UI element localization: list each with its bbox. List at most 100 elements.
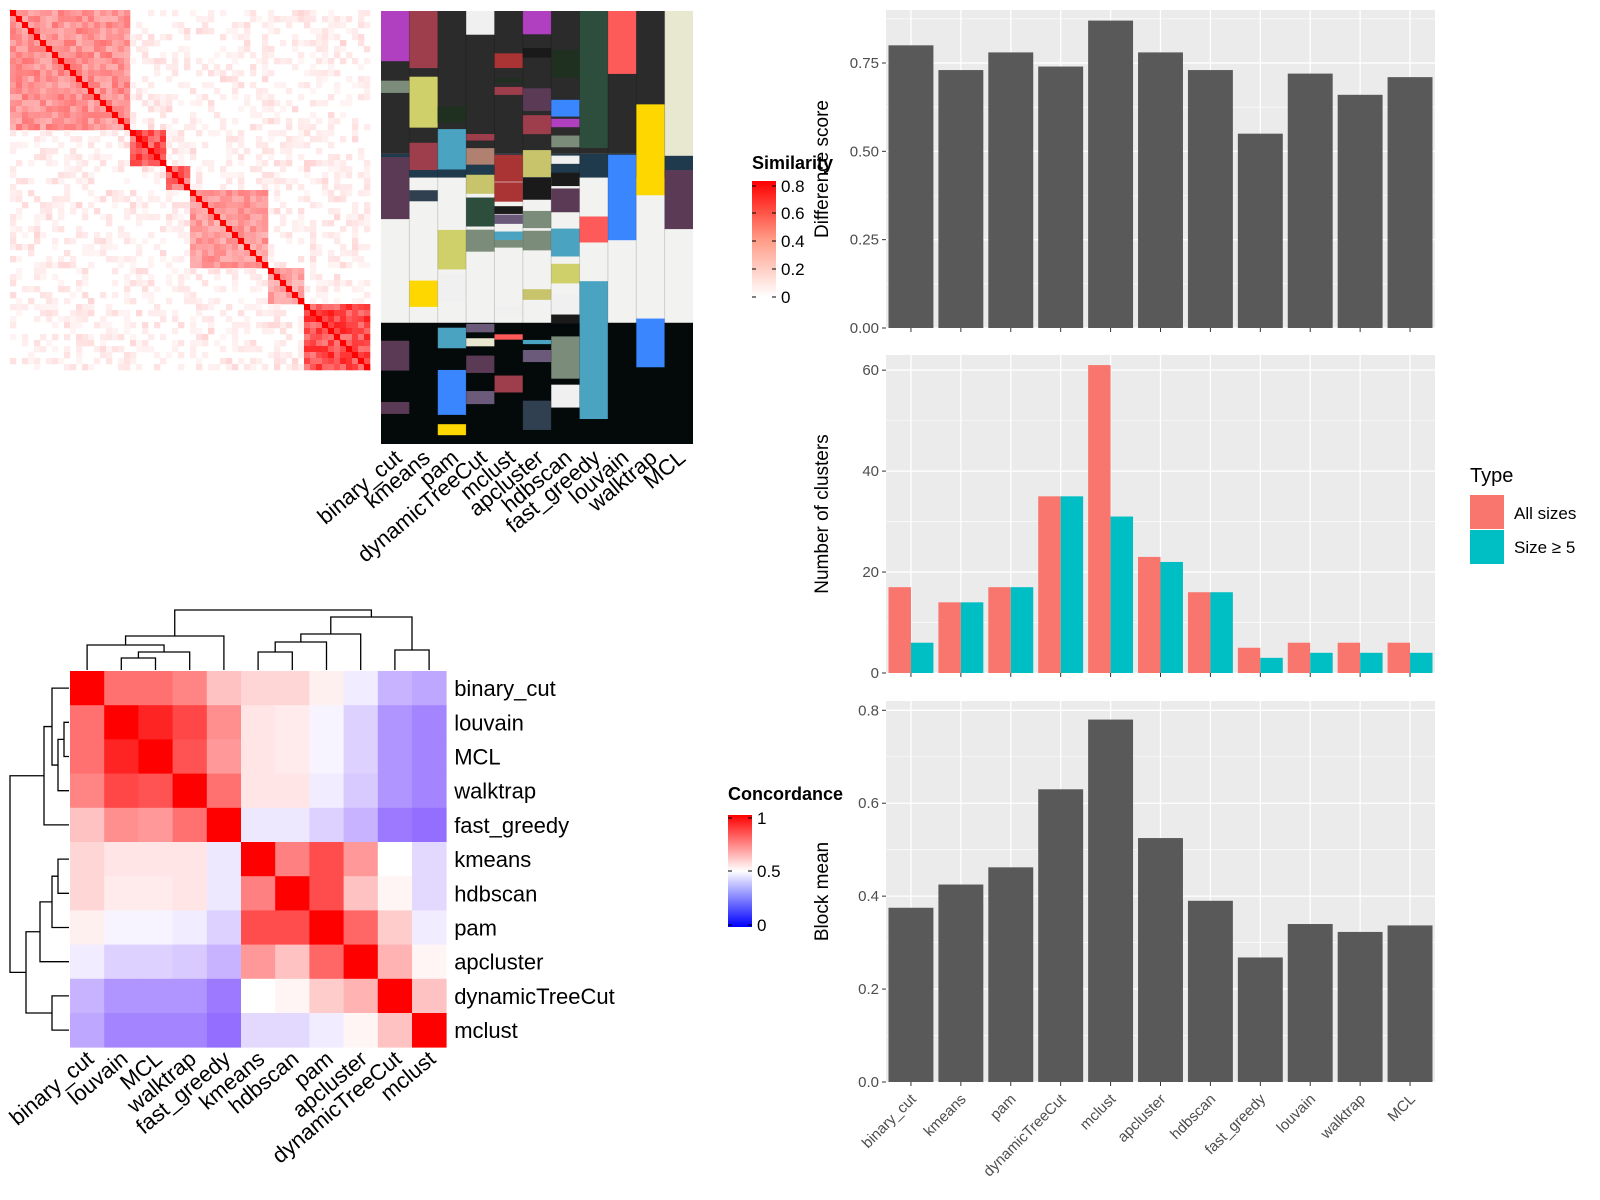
cluster-segment bbox=[551, 99, 580, 117]
similarity-cell bbox=[70, 118, 77, 125]
concordance-cell bbox=[70, 978, 105, 1014]
similarity-cell bbox=[58, 112, 65, 119]
cluster-segment bbox=[522, 230, 552, 251]
similarity-cell bbox=[346, 316, 353, 323]
similarity-cell bbox=[346, 328, 353, 335]
similarity-cell bbox=[280, 292, 287, 299]
similarity-cell bbox=[328, 34, 335, 41]
similarity-cell bbox=[118, 22, 125, 29]
similarity-cell bbox=[226, 130, 233, 137]
bar-size5-walktrap bbox=[1360, 652, 1383, 673]
similarity-cell bbox=[88, 46, 95, 53]
similarity-cell bbox=[16, 70, 23, 77]
similarity-cell bbox=[352, 316, 359, 323]
similarity-cell bbox=[16, 118, 23, 125]
similarity-cell bbox=[196, 226, 203, 233]
similarity-cell bbox=[106, 40, 113, 47]
similarity-cell bbox=[88, 172, 95, 179]
similarity-cell bbox=[232, 364, 239, 371]
bar-pam bbox=[988, 867, 1034, 1082]
similarity-cell bbox=[28, 94, 35, 101]
similarity-cell bbox=[154, 94, 161, 101]
similarity-cell bbox=[88, 298, 95, 305]
similarity-cell bbox=[202, 220, 209, 227]
similarity-cell bbox=[148, 58, 155, 65]
similarity-cell bbox=[274, 184, 281, 191]
similarity-cell bbox=[136, 310, 143, 317]
similarity-cell bbox=[196, 94, 203, 101]
similarity-cell bbox=[310, 316, 317, 323]
similarity-cell bbox=[154, 70, 161, 77]
cluster-segment bbox=[409, 190, 438, 202]
cluster-segment bbox=[579, 11, 608, 148]
similarity-cell bbox=[82, 232, 89, 239]
similarity-cell bbox=[148, 334, 155, 341]
similarity-cell bbox=[88, 94, 95, 101]
similarity-cell bbox=[250, 124, 257, 131]
similarity-cell bbox=[82, 64, 89, 71]
concordance-cell bbox=[309, 944, 344, 980]
similarity-cell bbox=[280, 358, 287, 365]
similarity-cell bbox=[268, 250, 275, 257]
similarity-cell bbox=[28, 46, 35, 53]
concordance-cell bbox=[275, 876, 310, 911]
similarity-cell bbox=[196, 298, 203, 305]
similarity-cell bbox=[106, 154, 113, 161]
similarity-cell bbox=[82, 274, 89, 281]
similarity-cell bbox=[28, 40, 35, 47]
similarity-cell bbox=[286, 334, 293, 341]
similarity-cell bbox=[178, 352, 185, 359]
concordance-cell bbox=[377, 876, 413, 911]
similarity-cell bbox=[232, 196, 239, 203]
similarity-cell bbox=[100, 46, 107, 53]
similarity-cell bbox=[130, 280, 137, 287]
similarity-cell bbox=[46, 52, 53, 59]
similarity-cell bbox=[106, 118, 113, 125]
similarity-cell bbox=[214, 112, 221, 119]
bar-size5-binary_cut bbox=[910, 642, 934, 673]
similarity-cell bbox=[34, 262, 41, 269]
similarity-cell bbox=[46, 88, 53, 95]
similarity-cell bbox=[136, 214, 143, 221]
similarity-cell bbox=[40, 274, 47, 281]
similarity-cell bbox=[100, 244, 107, 251]
similarity-cell bbox=[70, 88, 77, 95]
similarity-cell bbox=[196, 130, 203, 137]
similarity-cell bbox=[40, 94, 47, 101]
similarity-cell bbox=[316, 334, 323, 341]
cluster-segment bbox=[437, 106, 467, 123]
similarity-cell bbox=[22, 202, 29, 209]
similarity-cell bbox=[112, 70, 119, 77]
similarity-cell bbox=[250, 346, 257, 353]
concordance-cell bbox=[172, 910, 208, 945]
similarity-cell bbox=[232, 82, 239, 89]
similarity-cell bbox=[106, 70, 113, 77]
similarity-cell bbox=[328, 352, 335, 359]
similarity-cell bbox=[202, 196, 209, 203]
similarity-cell bbox=[28, 358, 35, 365]
similarity-cell bbox=[10, 190, 17, 197]
concordance-cell bbox=[172, 739, 208, 774]
similarity-cell bbox=[82, 52, 89, 59]
similarity-cell bbox=[106, 238, 113, 245]
similarity-cell bbox=[130, 136, 137, 143]
similarity-cell bbox=[346, 304, 353, 311]
similarity-cell bbox=[364, 334, 371, 341]
similarity-cell bbox=[310, 262, 317, 269]
similarity-cell bbox=[262, 220, 269, 227]
similarity-cell bbox=[340, 112, 347, 119]
similarity-cell bbox=[196, 118, 203, 125]
similarity-cell bbox=[364, 244, 371, 251]
bar-kmeans bbox=[938, 70, 984, 329]
similarity-cell bbox=[244, 100, 251, 107]
similarity-cell bbox=[304, 364, 311, 371]
bar-dynamicTreeCut bbox=[1038, 66, 1084, 329]
similarity-cell bbox=[322, 28, 329, 35]
all-sizes-label: All sizes bbox=[1514, 504, 1576, 523]
similarity-cell bbox=[238, 172, 245, 179]
concordance-cell bbox=[206, 671, 242, 706]
similarity-cell bbox=[220, 310, 227, 317]
similarity-cell bbox=[274, 196, 281, 203]
similarity-cell bbox=[298, 166, 305, 173]
similarity-cell bbox=[190, 244, 197, 251]
